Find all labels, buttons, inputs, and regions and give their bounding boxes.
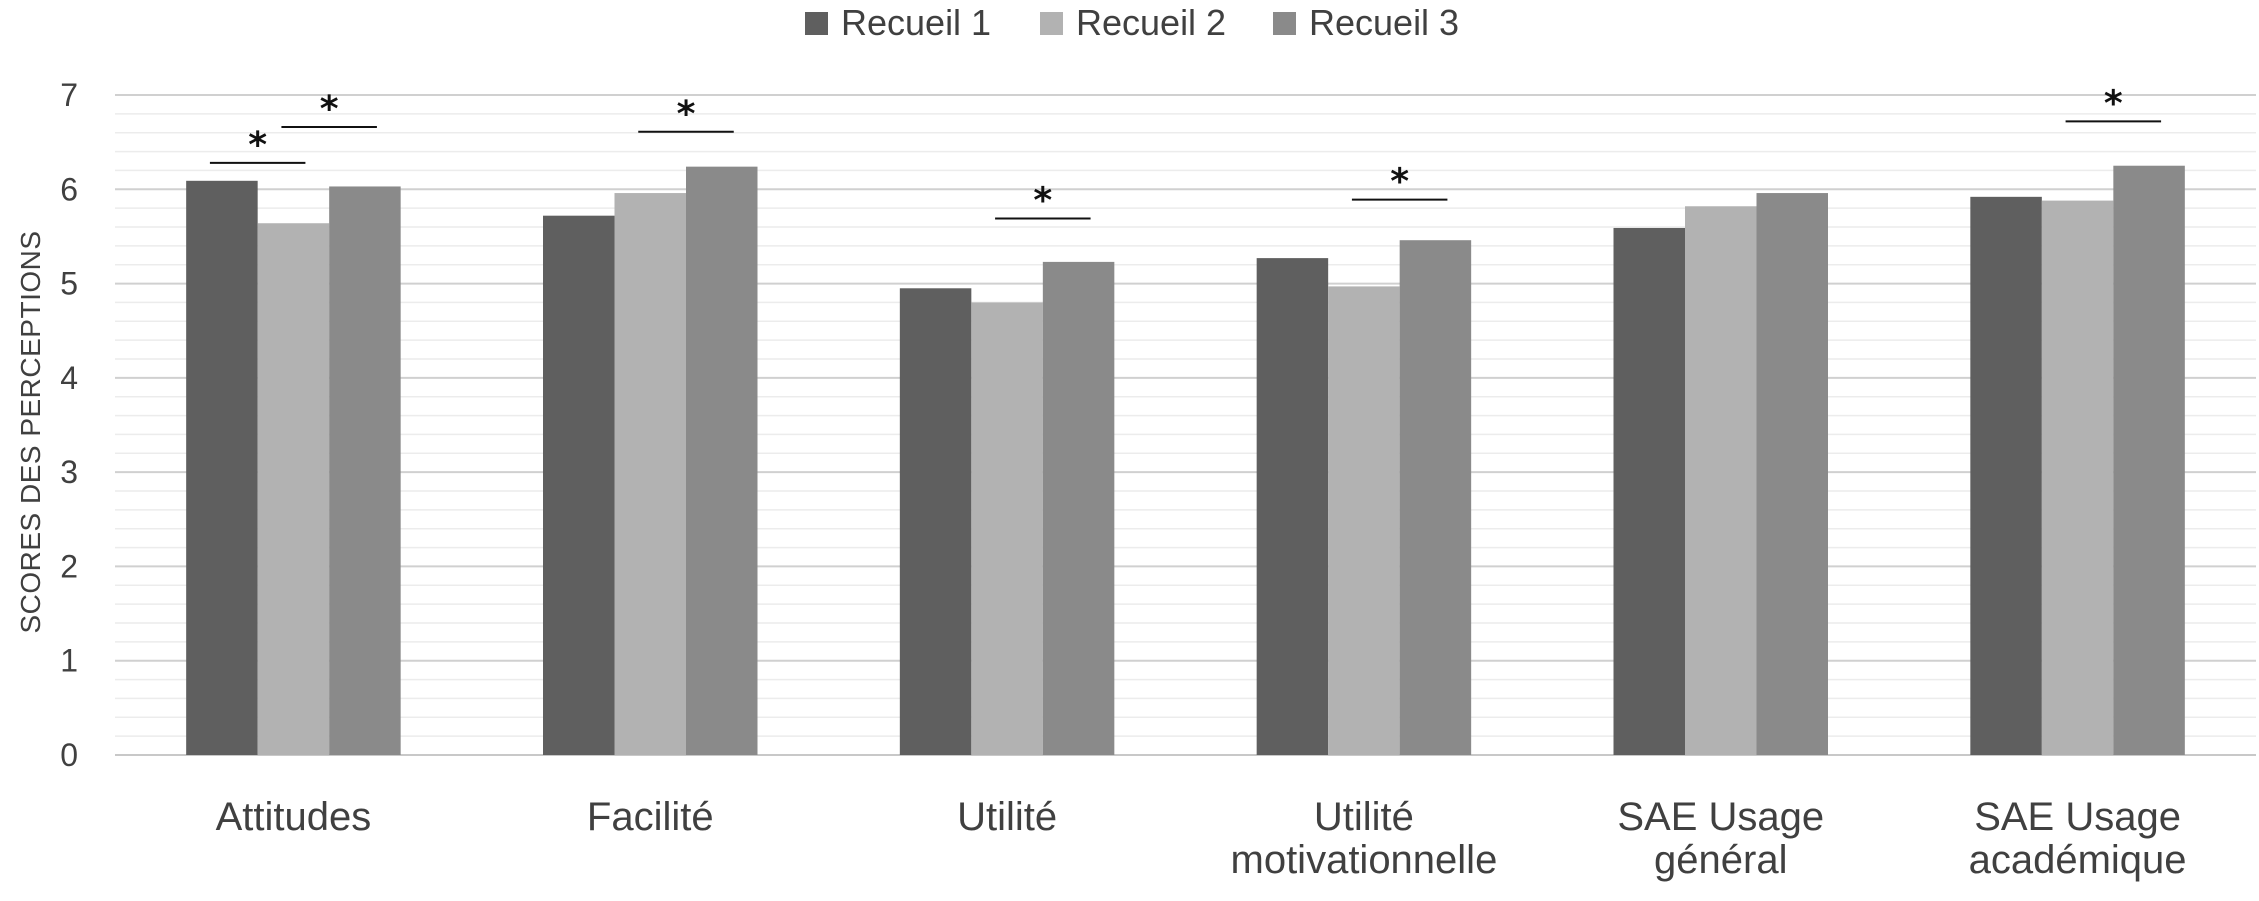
significance-star: * bbox=[1033, 181, 1052, 222]
bar-recueil-2-0 bbox=[257, 223, 330, 755]
gridlines bbox=[115, 94, 2256, 756]
bar-recueil-1-1 bbox=[543, 215, 615, 755]
legend-swatch bbox=[1040, 12, 1063, 35]
x-tick-label: Facilité bbox=[587, 795, 714, 839]
legend-swatch bbox=[1273, 12, 1296, 35]
y-tick-label: 7 bbox=[60, 77, 78, 113]
legend-swatch bbox=[805, 12, 828, 35]
x-tick-label: Utilité bbox=[957, 795, 1057, 839]
x-tick-label: Attitudes bbox=[216, 795, 372, 839]
x-tick-label: Utilité motivationnelle bbox=[1231, 795, 1498, 882]
bar-recueil-2-5 bbox=[2041, 200, 2114, 756]
bar-recueil-2-3 bbox=[1328, 286, 1400, 755]
bar-recueil-3-3 bbox=[1399, 240, 1472, 755]
y-tick-label: 3 bbox=[60, 454, 78, 490]
bar-recueil-2-2 bbox=[971, 302, 1043, 755]
bar-recueil-3-5 bbox=[2113, 165, 2185, 755]
y-tick-label: 5 bbox=[60, 266, 78, 302]
significance-markers: * * * * * * bbox=[209, 83, 2162, 222]
bar-recueil-1-0 bbox=[186, 180, 258, 756]
bar-recueil-3-0 bbox=[329, 186, 401, 755]
bars bbox=[186, 165, 2185, 756]
x-tick-label: SAE Usage académique bbox=[1969, 795, 2187, 882]
bar-recueil-2-1 bbox=[614, 193, 686, 756]
y-tick-label: 1 bbox=[60, 643, 78, 679]
legend-label: Recueil 3 bbox=[1309, 2, 1459, 43]
bar-recueil-3-4 bbox=[1756, 193, 1828, 756]
significance-star: * bbox=[1390, 162, 1409, 203]
legend-label: Recueil 2 bbox=[1076, 2, 1226, 43]
x-tick-label: SAE Usage général bbox=[1617, 795, 1824, 882]
legend-label: Recueil 1 bbox=[841, 2, 991, 43]
y-tick-label: 0 bbox=[60, 737, 78, 773]
x-axis-labels: Attitudes Facilité Utilité Utilité motivatio… bbox=[216, 795, 2187, 882]
significance-star: * bbox=[320, 89, 339, 130]
y-axis-title: SCORES DES PERCEPTIONS bbox=[15, 230, 46, 633]
legend: Recueil 1 Recueil 2 Recueil 3 bbox=[805, 2, 1459, 43]
significance-star: * bbox=[248, 125, 267, 166]
y-axis-ticks: 0 1 2 3 4 5 6 7 bbox=[60, 77, 78, 773]
bar-recueil-1-2 bbox=[899, 288, 972, 755]
bar-recueil-3-1 bbox=[686, 166, 758, 755]
significance-star: * bbox=[677, 94, 696, 135]
significance-star: * bbox=[2104, 83, 2123, 124]
bar-recueil-2-4 bbox=[1685, 206, 1757, 755]
y-tick-label: 2 bbox=[60, 548, 78, 584]
bar-recueil-1-4 bbox=[1613, 227, 1685, 755]
bar-recueil-1-3 bbox=[1256, 258, 1329, 755]
bar-recueil-3-2 bbox=[1042, 261, 1115, 755]
y-tick-label: 4 bbox=[60, 360, 78, 396]
bar-recueil-1-5 bbox=[1970, 196, 2042, 756]
y-tick-label: 6 bbox=[60, 171, 78, 207]
